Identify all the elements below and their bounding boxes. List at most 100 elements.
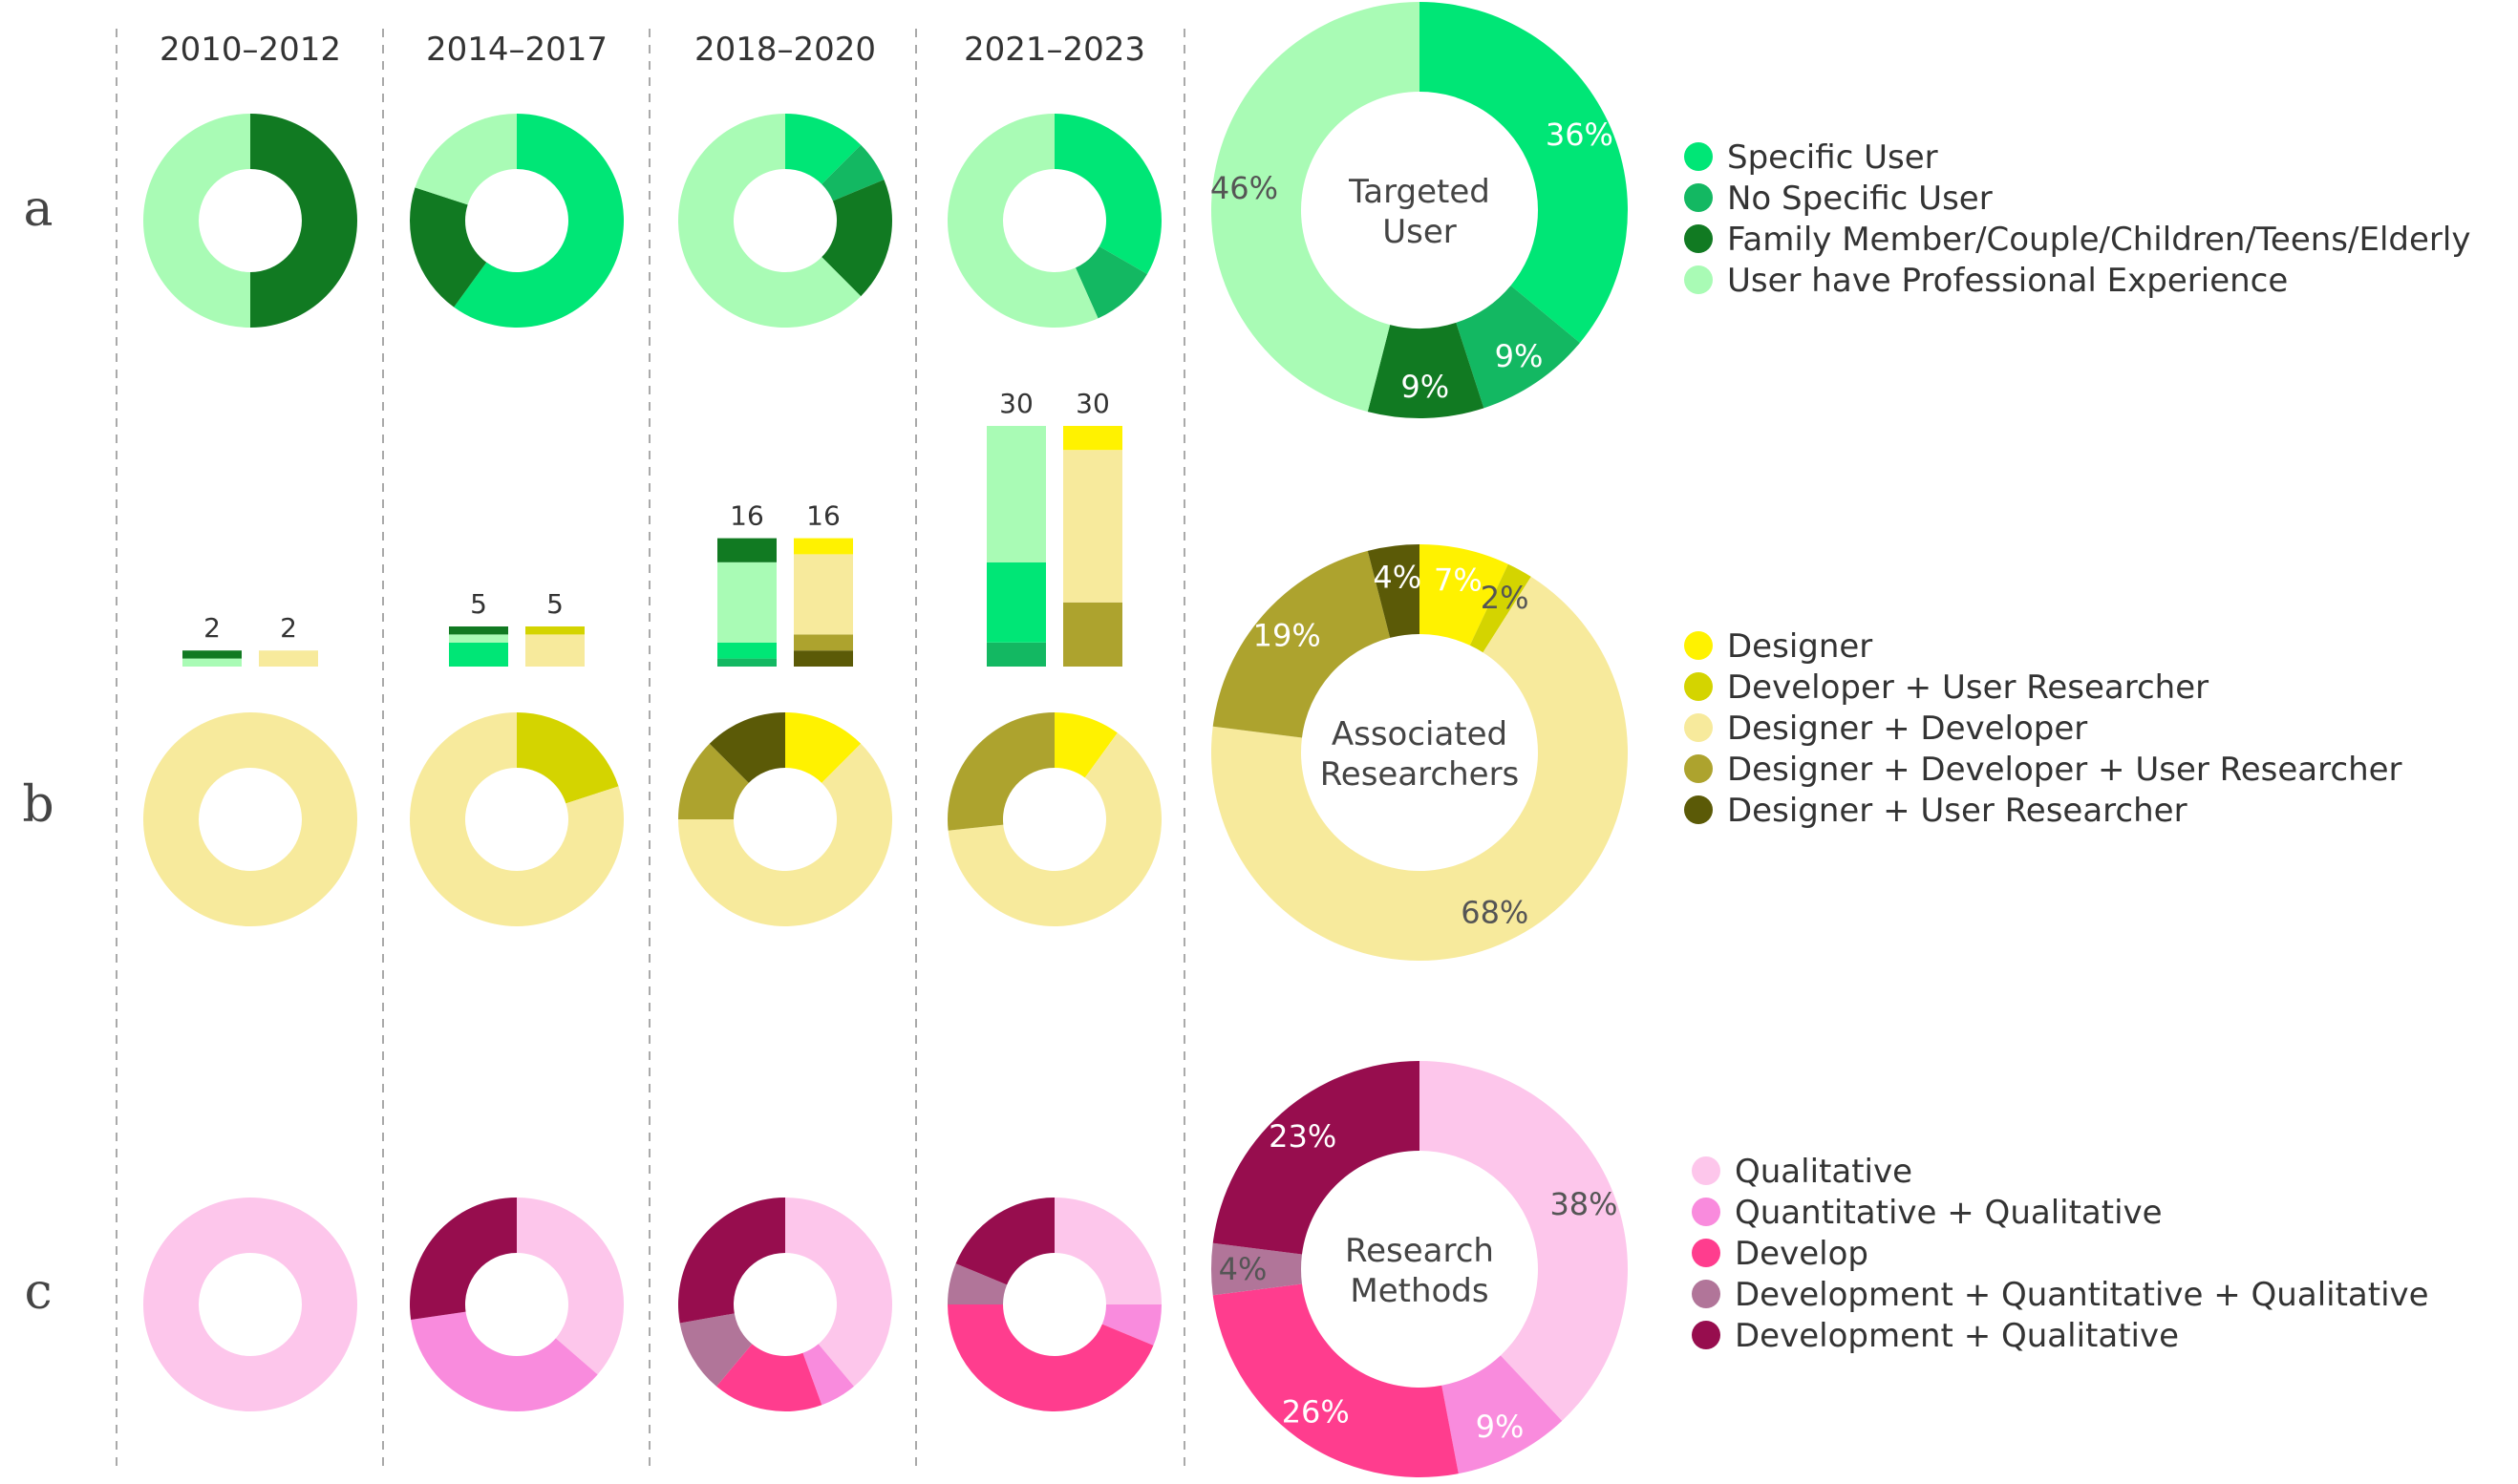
donut-c-2-slice-1 — [517, 1198, 625, 1375]
donut-b-3-slice-3 — [678, 743, 893, 926]
bar-researchers-3-segment-1 — [794, 538, 853, 555]
donut-c-4-slice-5 — [955, 1198, 1055, 1285]
donut-c-1-slice-1 — [143, 1198, 357, 1411]
donut-a-1-slice-3 — [250, 114, 357, 328]
bar-users-4-segment-2 — [987, 642, 1046, 667]
donut-c-2-slice-5 — [409, 1198, 517, 1320]
legend-swatch-b-2 — [1684, 672, 1713, 701]
donut-a-2-slice-4 — [415, 114, 517, 205]
bar-researchers-3-segment-3 — [794, 554, 853, 635]
bar-users-4-segment-1 — [987, 562, 1046, 643]
bar-users-1-segment-4 — [182, 658, 242, 667]
donut-c-4-slice-4 — [948, 1263, 1008, 1304]
divider-layer — [116, 29, 1185, 1471]
summary-donut-b-slice-4 — [1212, 550, 1391, 738]
donut-a-2 — [410, 114, 624, 328]
donut-a-4-slice-1 — [1055, 114, 1163, 274]
stacked-bars: 2 2 5 5 16 16 30 30 — [182, 388, 1122, 667]
donut-c-3-slice-4 — [679, 1313, 753, 1387]
donut-c-2 — [409, 1198, 625, 1411]
donut-c-3-slice-1 — [785, 1198, 893, 1387]
summary-pct-b-3: 68% — [1461, 894, 1528, 930]
summary-pct-c-3: 26% — [1282, 1394, 1350, 1431]
bar-users-4 — [987, 426, 1046, 667]
bar-researchers-4-segment-1 — [1063, 426, 1122, 451]
bar-users-4-segment-4 — [987, 426, 1046, 562]
legend-label-a-2: No Specific User — [1727, 180, 1993, 218]
donut-b-2-slice-2 — [517, 712, 619, 804]
summary-donut-b — [1211, 544, 1628, 962]
summary-center-c-2: Methods — [1350, 1272, 1488, 1310]
legend-label-c-5: Development + Qualitative — [1735, 1317, 2179, 1355]
donut-c-1 — [143, 1198, 357, 1411]
row-label-c: c — [24, 1263, 52, 1321]
donut-a-2-slice-1 — [454, 114, 624, 328]
bar-total-researchers-4: 30 — [1076, 388, 1110, 419]
donut-b-1 — [143, 712, 357, 926]
donut-b-2-slice-3 — [410, 712, 625, 927]
legend-swatch-c-1 — [1692, 1156, 1720, 1185]
donut-a-3-slice-3 — [822, 180, 893, 297]
legend-label-a-3: Family Member/Couple/Children/Teens/Elde… — [1727, 221, 2470, 259]
bar-researchers-2-segment-2 — [525, 626, 585, 635]
summary-pct-a-3: 9% — [1400, 369, 1449, 405]
bar-researchers-3 — [794, 538, 853, 667]
legend-label-b-3: Designer + Developer — [1727, 710, 2087, 748]
row-label-a: a — [23, 180, 53, 238]
legend-swatch-b-1 — [1684, 631, 1713, 660]
bar-researchers-2 — [525, 626, 585, 667]
bar-researchers-3-segment-5 — [794, 650, 853, 667]
summary-pct-b-4: 19% — [1253, 618, 1321, 654]
summary-center-b-2: Researchers — [1320, 755, 1520, 794]
bar-total-users-3: 16 — [730, 500, 764, 532]
donut-b-2 — [410, 712, 625, 927]
donut-c-4-slice-2 — [1101, 1304, 1162, 1346]
summary-donut-a-slice-2 — [1456, 286, 1580, 409]
donut-a-4-slice-4 — [948, 114, 1099, 328]
period-label-1: 2010–2012 — [160, 31, 341, 69]
bar-users-3-segment-4 — [717, 562, 777, 643]
row-labels: a b c — [22, 180, 53, 1321]
summary-pct-c-4: 4% — [1219, 1251, 1268, 1287]
donut-a-4-slice-2 — [1075, 246, 1147, 319]
legend-label-c-1: Qualitative — [1735, 1153, 1912, 1191]
donut-c-3-slice-2 — [802, 1344, 854, 1406]
period-label-2: 2014–2017 — [426, 31, 608, 69]
bar-researchers-4 — [1063, 426, 1122, 667]
bar-researchers-4-segment-3 — [1063, 450, 1122, 603]
legend-label-a-4: User have Professional Experience — [1727, 262, 2288, 300]
legend-swatch-c-3 — [1692, 1239, 1720, 1267]
bar-users-3-segment-1 — [717, 642, 777, 659]
donut-c-4 — [948, 1198, 1162, 1412]
summary-donut-c-slice-3 — [1212, 1283, 1459, 1478]
summary-donut-a-slice-3 — [1367, 322, 1484, 418]
legend-label-b-1: Designer — [1727, 627, 1872, 666]
summary-donut-c-slice-2 — [1441, 1355, 1563, 1474]
donut-a-1 — [143, 114, 357, 328]
legend-swatch-c-2 — [1692, 1198, 1720, 1226]
legend-swatch-b-5 — [1684, 795, 1713, 824]
legend-swatch-a-4 — [1684, 265, 1713, 294]
bar-users-2-segment-4 — [449, 634, 508, 643]
summary-donut-a — [1211, 2, 1628, 418]
donut-c-4-slice-3 — [948, 1304, 1154, 1412]
summary-donut-c-slice-4 — [1211, 1242, 1302, 1296]
legend-label-a-1: Specific User — [1727, 138, 1938, 177]
summary-center-a-2: User — [1382, 213, 1457, 251]
bar-users-1 — [182, 650, 242, 667]
legend-label-c-3: Develop — [1735, 1235, 1868, 1273]
donut-b-3 — [678, 712, 893, 926]
summary-pct-a-1: 36% — [1546, 117, 1613, 153]
bar-total-researchers-1: 2 — [280, 612, 297, 644]
legend-swatch-a-2 — [1684, 183, 1713, 212]
bar-total-users-1: 2 — [203, 612, 221, 644]
bar-total-users-2: 5 — [470, 588, 487, 620]
summary-donut-a-slice-1 — [1419, 2, 1628, 343]
bar-researchers-1-segment-3 — [259, 650, 318, 667]
summary-pct-c-1: 38% — [1549, 1186, 1617, 1222]
bar-total-researchers-2: 5 — [546, 588, 564, 620]
